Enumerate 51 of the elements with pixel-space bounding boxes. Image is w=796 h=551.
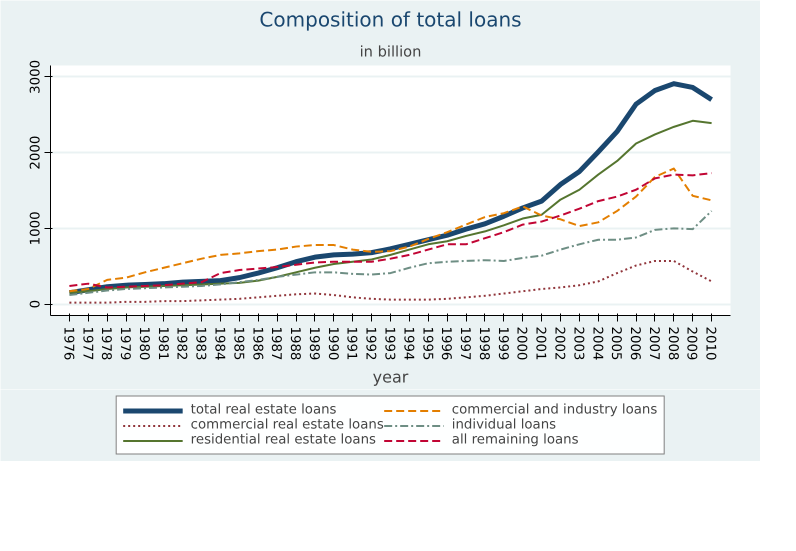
x-tick-label: 1981 bbox=[154, 326, 170, 360]
x-tick-label: 1996 bbox=[438, 326, 454, 360]
x-tick-label: 1980 bbox=[136, 326, 151, 360]
x-tick-label: 1993 bbox=[382, 326, 396, 360]
legend-label: total real estate loans bbox=[190, 402, 337, 418]
x-tick-label: 2001 bbox=[532, 326, 548, 360]
x-tick-label: 1978 bbox=[98, 326, 114, 360]
line-series bbox=[68, 120, 713, 294]
x-tick-label: 1976 bbox=[60, 326, 76, 360]
legend-label: residential real estate loans bbox=[190, 432, 376, 448]
x-tick-label: 1988 bbox=[287, 326, 302, 360]
y-tick-label: 2000 bbox=[28, 136, 44, 170]
x-tick-label: 2000 bbox=[514, 326, 529, 360]
y-tick-label: 3000 bbox=[28, 60, 44, 94]
x-tick-label: 1999 bbox=[494, 326, 510, 360]
y-tick-label: 1000 bbox=[28, 211, 44, 246]
x-tick-label: 2006 bbox=[627, 326, 642, 360]
x-tick-label: 2002 bbox=[552, 326, 566, 360]
x-axis-title: year bbox=[372, 367, 409, 386]
x-tick-label: 2010 bbox=[702, 326, 718, 360]
line-series bbox=[68, 210, 713, 296]
x-tick-label: 1986 bbox=[249, 326, 264, 360]
legend-label: commercial and industry loans bbox=[452, 402, 658, 418]
line-series bbox=[68, 260, 713, 304]
x-tick-label: 1982 bbox=[174, 326, 189, 360]
legend-label: commercial real estate loans bbox=[190, 418, 384, 432]
x-tick-label: 1997 bbox=[457, 326, 472, 360]
x-tick-label: 1994 bbox=[400, 326, 416, 360]
x-tick-label: 1991 bbox=[344, 326, 359, 360]
x-tick-label: 1992 bbox=[362, 326, 378, 360]
x-tick-label: 1989 bbox=[306, 326, 321, 360]
x-tick-label: 1983 bbox=[192, 326, 208, 360]
x-tick-label: 2004 bbox=[589, 326, 604, 360]
x-tick-label: 1998 bbox=[476, 326, 491, 360]
x-tick-label: 1985 bbox=[230, 326, 246, 360]
x-tick-label: 2008 bbox=[664, 326, 680, 360]
legend-label: individual loans bbox=[452, 418, 556, 432]
x-tick-label: 2005 bbox=[608, 326, 624, 360]
chart-title: Composition of total loans bbox=[259, 8, 522, 32]
x-tick-label: 2007 bbox=[646, 326, 661, 360]
x-tick-label: 2003 bbox=[570, 326, 586, 360]
x-tick-label: 1979 bbox=[117, 326, 132, 360]
x-tick-label: 1990 bbox=[324, 326, 340, 360]
chart-subtitle: in billion bbox=[360, 44, 422, 60]
x-tick-label: 1995 bbox=[419, 326, 434, 360]
x-tick-label: 1984 bbox=[212, 326, 226, 360]
x-tick-label: 2009 bbox=[684, 326, 699, 360]
x-tick-label: 1977 bbox=[79, 326, 94, 360]
x-tick-label: 1987 bbox=[268, 326, 284, 360]
legend-label: all remaining loans bbox=[452, 432, 579, 448]
y-tick-label: 0 bbox=[28, 300, 44, 308]
